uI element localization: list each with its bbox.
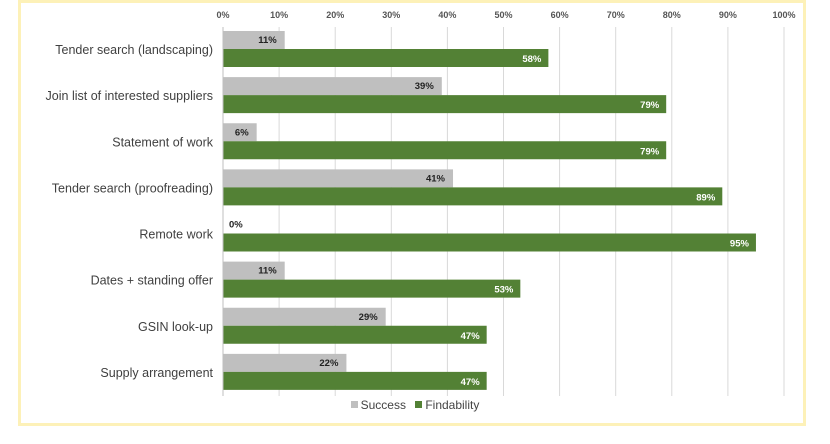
- data-label-success: 11%: [258, 266, 277, 277]
- x-tick-label: 100%: [772, 10, 795, 20]
- bar-findability: [223, 141, 666, 159]
- category-label: GSIN look-up: [138, 320, 213, 334]
- data-label-success: 41%: [426, 173, 446, 184]
- data-label-success: 22%: [319, 358, 339, 369]
- x-tick-label: 40%: [438, 10, 456, 20]
- bar-findability: [223, 372, 487, 390]
- category-label: Tender search (landscaping): [55, 43, 213, 57]
- data-label-success: 11%: [258, 35, 277, 46]
- category-label: Tender search (proofreading): [52, 181, 213, 195]
- legend-label-success: Success: [361, 398, 406, 412]
- data-label-findability: 53%: [494, 285, 514, 296]
- bar-findability: [223, 187, 722, 205]
- x-tick-label: 70%: [607, 10, 625, 20]
- legend-label-findability: Findability: [425, 398, 479, 412]
- legend-item-findability: Findability: [415, 398, 479, 412]
- bar-findability: [223, 280, 520, 298]
- data-label-findability: 79%: [640, 100, 660, 111]
- legend: Success Findability: [0, 398, 830, 412]
- x-tick-label: 50%: [494, 10, 512, 20]
- data-label-success: 39%: [415, 81, 435, 92]
- x-tick-label: 60%: [551, 10, 569, 20]
- data-label-findability: 79%: [640, 146, 660, 157]
- data-label-success: 29%: [359, 312, 379, 323]
- legend-swatch-findability: [415, 401, 422, 408]
- data-label-findability: 89%: [696, 192, 716, 203]
- bar-success: [223, 77, 442, 95]
- bar-findability: [223, 234, 756, 252]
- x-tick-label: 80%: [663, 10, 681, 20]
- bar-chart: 0% 10% 20% 30% 40% 50% 60% 70% 80% 90% 100% Tender …: [21, 3, 811, 398]
- legend-item-success: Success: [351, 398, 406, 412]
- bar-findability: [223, 95, 666, 113]
- x-tick-label: 0%: [216, 10, 229, 20]
- x-tick-label: 30%: [382, 10, 400, 20]
- data-label-success: 6%: [235, 127, 249, 138]
- category-label: Statement of work: [112, 135, 213, 149]
- bar-success: [223, 169, 453, 187]
- x-tick-label: 10%: [270, 10, 288, 20]
- data-label-findability: 47%: [461, 377, 481, 388]
- category-label: Dates + standing offer: [91, 274, 213, 288]
- data-label-findability: 58%: [522, 54, 542, 65]
- data-label-success: 0%: [229, 220, 243, 231]
- bar-findability: [223, 49, 548, 67]
- category-label: Remote work: [139, 228, 213, 242]
- bar-findability: [223, 326, 487, 344]
- category-label: Supply arrangement: [100, 366, 213, 380]
- x-tick-label: 90%: [719, 10, 737, 20]
- data-label-findability: 47%: [461, 331, 481, 342]
- x-tick-label: 20%: [326, 10, 344, 20]
- category-label: Join list of interested suppliers: [46, 89, 213, 103]
- data-label-findability: 95%: [730, 239, 750, 250]
- legend-swatch-success: [351, 401, 358, 408]
